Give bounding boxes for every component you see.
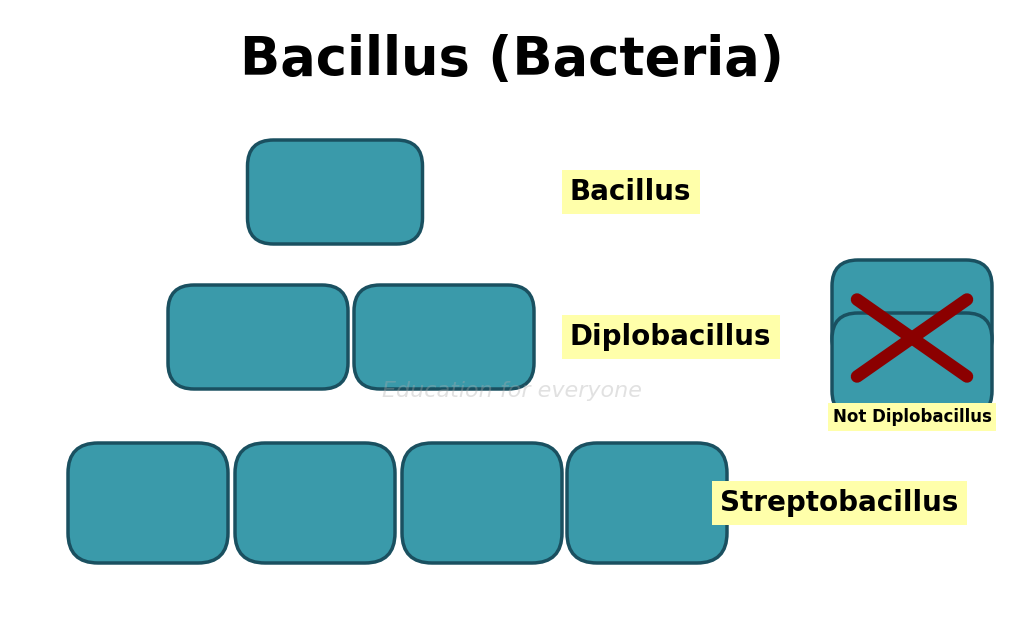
Text: Not Diplobacillus: Not Diplobacillus — [833, 408, 991, 426]
FancyBboxPatch shape — [234, 443, 395, 563]
Text: Education for everyone: Education for everyone — [382, 381, 642, 401]
FancyBboxPatch shape — [68, 443, 228, 563]
FancyBboxPatch shape — [831, 260, 992, 364]
FancyBboxPatch shape — [354, 285, 534, 389]
FancyBboxPatch shape — [402, 443, 562, 563]
Text: Streptobacillus: Streptobacillus — [720, 489, 958, 517]
Text: Diplobacillus: Diplobacillus — [570, 323, 771, 351]
FancyBboxPatch shape — [168, 285, 348, 389]
Text: Bacillus (Bacteria): Bacillus (Bacteria) — [240, 34, 784, 86]
FancyBboxPatch shape — [567, 443, 727, 563]
FancyBboxPatch shape — [248, 140, 423, 244]
Text: Bacillus: Bacillus — [570, 178, 691, 206]
FancyBboxPatch shape — [831, 313, 992, 417]
